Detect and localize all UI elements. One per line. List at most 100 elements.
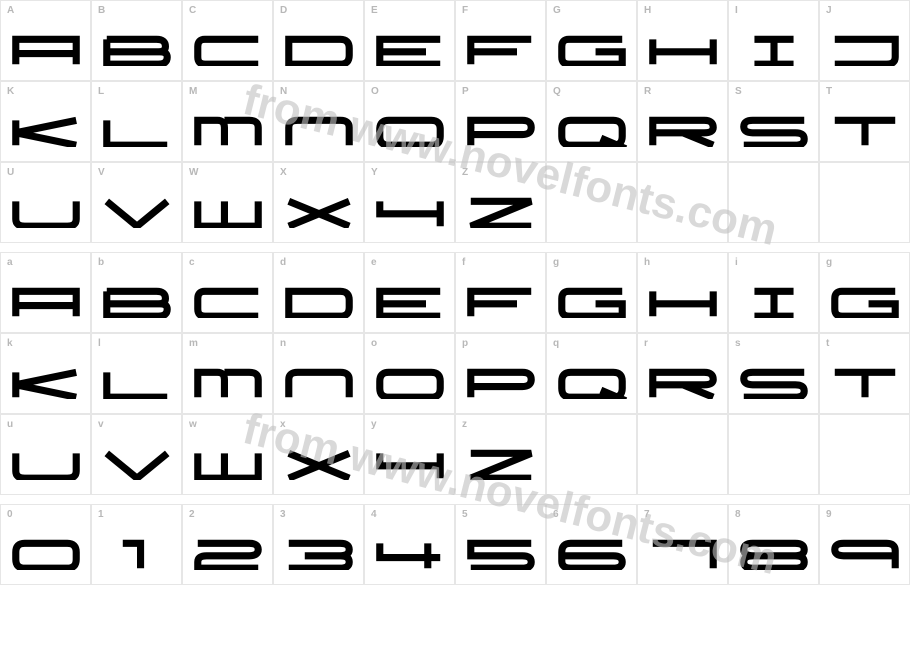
cell-label: 8 xyxy=(735,509,741,520)
grid-cell: L xyxy=(91,81,182,162)
cell-label: S xyxy=(735,86,742,97)
glyph xyxy=(365,196,454,228)
glyph xyxy=(638,286,727,318)
grid-cell xyxy=(637,162,728,243)
glyph xyxy=(365,448,454,480)
cell-label: g xyxy=(826,257,833,268)
grid-cell xyxy=(546,414,637,495)
grid-cell: q xyxy=(546,333,637,414)
grid-row: 0123456789 xyxy=(0,504,911,585)
cell-label: h xyxy=(644,257,651,268)
grid-cell: S xyxy=(728,81,819,162)
cell-label: U xyxy=(7,167,15,178)
glyph xyxy=(1,115,90,147)
grid-cell: 0 xyxy=(0,504,91,585)
grid-cell xyxy=(728,414,819,495)
grid-cell: P xyxy=(455,81,546,162)
grid-cell: e xyxy=(364,252,455,333)
glyph xyxy=(547,538,636,570)
grid-cell: d xyxy=(273,252,364,333)
grid-cell xyxy=(728,162,819,243)
cell-label: C xyxy=(189,5,197,16)
grid-cell: 7 xyxy=(637,504,728,585)
glyph xyxy=(820,34,909,66)
grid-cell: p xyxy=(455,333,546,414)
cell-label: N xyxy=(280,86,288,97)
grid-cell: V xyxy=(91,162,182,243)
cell-label: D xyxy=(280,5,288,16)
glyph xyxy=(547,34,636,66)
cell-label: x xyxy=(280,419,286,430)
glyph xyxy=(638,34,727,66)
cell-label: 7 xyxy=(644,509,650,520)
cell-label: P xyxy=(462,86,469,97)
glyph xyxy=(820,367,909,399)
glyph xyxy=(820,538,909,570)
cell-label: 3 xyxy=(280,509,286,520)
grid-cell: 5 xyxy=(455,504,546,585)
section-spacer xyxy=(0,243,911,252)
glyph xyxy=(92,286,181,318)
cell-label: o xyxy=(371,338,378,349)
grid-cell: m xyxy=(182,333,273,414)
grid-cell: C xyxy=(182,0,273,81)
glyph xyxy=(456,448,545,480)
grid-cell: t xyxy=(819,333,910,414)
cell-label: M xyxy=(189,86,198,97)
cell-label: a xyxy=(7,257,13,268)
glyph xyxy=(547,286,636,318)
glyph xyxy=(820,286,909,318)
cell-label: 1 xyxy=(98,509,104,520)
grid-cell: M xyxy=(182,81,273,162)
cell-label: H xyxy=(644,5,652,16)
grid-cell: g xyxy=(546,252,637,333)
grid-cell: K xyxy=(0,81,91,162)
glyph xyxy=(456,286,545,318)
cell-label: g xyxy=(553,257,560,268)
grid-cell: f xyxy=(455,252,546,333)
grid-cell: Q xyxy=(546,81,637,162)
glyph xyxy=(1,286,90,318)
cell-label: V xyxy=(98,167,105,178)
grid-cell: X xyxy=(273,162,364,243)
grid-cell: F xyxy=(455,0,546,81)
cell-label: R xyxy=(644,86,652,97)
grid-cell: v xyxy=(91,414,182,495)
glyph xyxy=(274,367,363,399)
grid-cell: W xyxy=(182,162,273,243)
cell-label: B xyxy=(98,5,106,16)
grid-cell: 4 xyxy=(364,504,455,585)
grid-row: UVWXYZ xyxy=(0,162,911,243)
cell-label: b xyxy=(98,257,105,268)
grid-cell: r xyxy=(637,333,728,414)
glyph xyxy=(183,115,272,147)
glyph xyxy=(1,367,90,399)
grid-row: ABCDEFGHIJ xyxy=(0,0,911,81)
grid-cell: l xyxy=(91,333,182,414)
glyph xyxy=(456,34,545,66)
grid-cell: o xyxy=(364,333,455,414)
cell-label: t xyxy=(826,338,830,349)
cell-label: A xyxy=(7,5,15,16)
grid-cell xyxy=(637,414,728,495)
grid-cell: 9 xyxy=(819,504,910,585)
grid-cell: w xyxy=(182,414,273,495)
cell-label: 9 xyxy=(826,509,832,520)
glyph xyxy=(1,448,90,480)
font-character-grid: ABCDEFGHIJKLMNOPQRSTUVWXYZabcdefghigklmn… xyxy=(0,0,911,585)
cell-label: Z xyxy=(462,167,469,178)
grid-cell: x xyxy=(273,414,364,495)
cell-label: F xyxy=(462,5,469,16)
glyph xyxy=(183,196,272,228)
grid-row: klmnopqrst xyxy=(0,333,911,414)
glyph xyxy=(92,367,181,399)
grid-cell: R xyxy=(637,81,728,162)
glyph xyxy=(92,448,181,480)
glyph xyxy=(1,34,90,66)
cell-label: J xyxy=(826,5,832,16)
grid-cell: a xyxy=(0,252,91,333)
cell-label: T xyxy=(826,86,833,97)
glyph xyxy=(1,538,90,570)
glyph xyxy=(729,286,818,318)
glyph xyxy=(456,367,545,399)
